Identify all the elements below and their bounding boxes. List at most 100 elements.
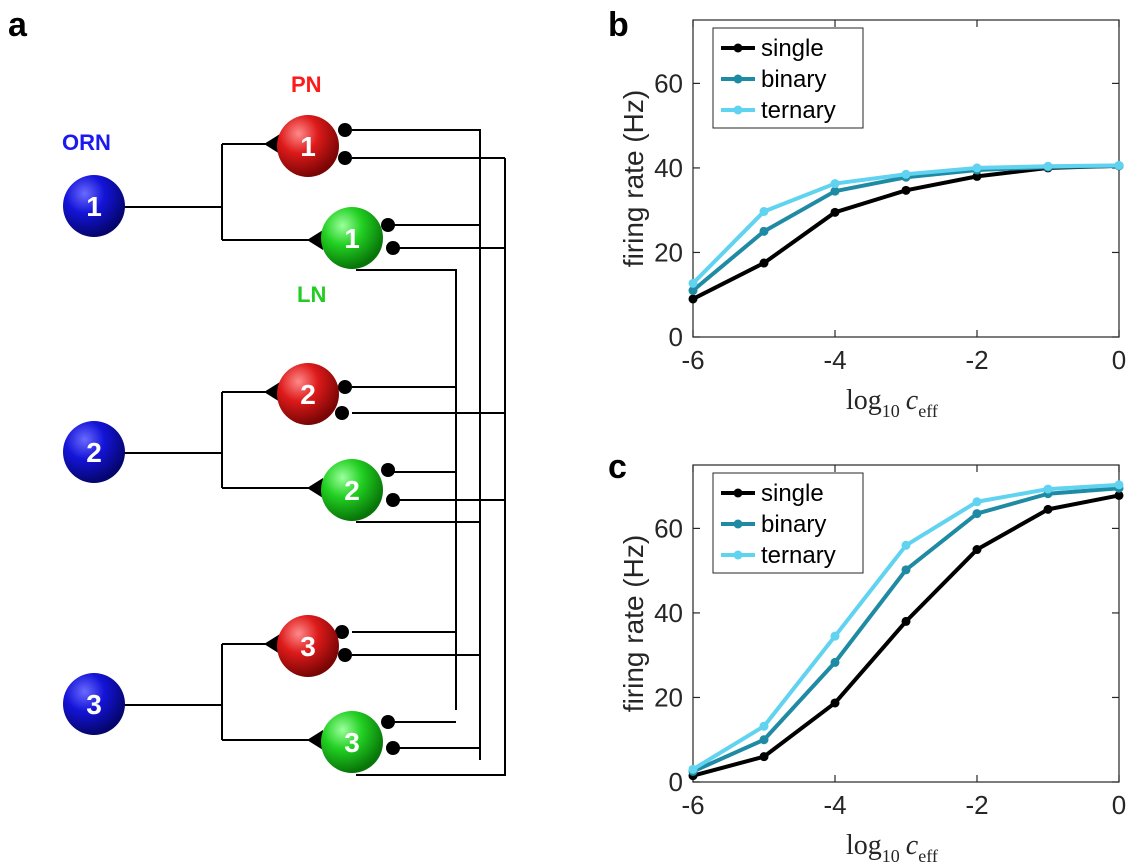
- data-point-single: [972, 171, 982, 181]
- data-point-ternary: [1114, 480, 1124, 490]
- data-point-binary: [901, 565, 911, 575]
- legend-label-single: single: [761, 35, 824, 62]
- legend-marker-single: [733, 43, 743, 53]
- data-point-ternary: [972, 497, 982, 507]
- data-point-binary: [830, 186, 840, 196]
- orn-neuron-2: 2: [63, 421, 125, 483]
- pn-label: PN: [291, 72, 322, 97]
- x-tick-label: -6: [681, 790, 704, 820]
- x-axis-label: log10 ceff: [846, 385, 938, 421]
- legend-marker-ternary: [733, 550, 743, 560]
- series-line-single: [692, 163, 1120, 301]
- data-point-ternary: [901, 540, 911, 550]
- pn-number-3: 3: [300, 631, 316, 662]
- orn-label: ORN: [62, 130, 111, 155]
- legend-label-single: single: [761, 480, 824, 507]
- ln-neuron-1: 1: [321, 207, 383, 269]
- pn-number-2: 2: [300, 379, 316, 410]
- data-point-ternary: [759, 721, 769, 731]
- y-tick-label: 40: [654, 598, 683, 628]
- data-point-binary: [759, 226, 769, 236]
- x-tick-label: 0: [1112, 790, 1126, 820]
- y-tick-label: 40: [654, 153, 683, 183]
- inhibitory-synapses: [335, 123, 400, 755]
- data-point-single: [1043, 504, 1053, 514]
- data-point-binary: [688, 286, 698, 296]
- legend-marker-binary: [733, 519, 743, 529]
- y-tick-label: 0: [669, 322, 683, 352]
- orn-number-1: 1: [86, 191, 102, 222]
- y-tick-label: 60: [654, 513, 683, 543]
- orn-neuron-3: 3: [63, 673, 125, 735]
- data-point-binary: [972, 509, 982, 519]
- chart-b: 0 20 40 60 -6 -4 -2 0 firing rate (Hz) log10 ceff s…: [618, 19, 1126, 421]
- data-point-single: [759, 258, 769, 268]
- ln-number-3: 3: [344, 727, 360, 758]
- panel-letter-a: a: [8, 6, 28, 44]
- data-point-ternary: [1043, 484, 1053, 494]
- y-tick-label: 20: [654, 682, 683, 712]
- orn-number-2: 2: [86, 437, 102, 468]
- y-axis-label: firing rate (Hz): [618, 535, 649, 712]
- data-point-single: [830, 207, 840, 217]
- data-point-single: [688, 294, 698, 304]
- data-point-ternary: [830, 179, 840, 189]
- pn-neuron-3: 3: [277, 615, 339, 677]
- ln-number-2: 2: [344, 475, 360, 506]
- ln-neuron-2: 2: [321, 459, 383, 521]
- data-point-ternary: [1114, 160, 1124, 170]
- data-point-ternary: [901, 169, 911, 179]
- circuit-wiring: [124, 129, 506, 776]
- data-point-ternary: [688, 764, 698, 774]
- ln-label: LN: [297, 282, 326, 307]
- legend-marker-binary: [733, 74, 743, 84]
- y-tick-label: 60: [654, 68, 683, 98]
- x-tick-label: -2: [965, 790, 988, 820]
- data-point-binary: [830, 657, 840, 667]
- x-axis-label: log10 ceff: [846, 830, 938, 866]
- data-point-binary: [759, 735, 769, 745]
- panel-b: b 0 20 40 60 -6 -4 -2 0 firing rate (Hz) log10 cef…: [608, 6, 1126, 421]
- x-tick-label: -4: [823, 345, 846, 375]
- data-point-ternary: [830, 631, 840, 641]
- legend-label-binary: binary: [761, 66, 826, 93]
- plot-frame: [692, 19, 1120, 338]
- excitatory-synapses: [264, 134, 323, 750]
- data-point-ternary: [1043, 161, 1053, 171]
- data-point-single: [901, 185, 911, 195]
- pn-neuron-2: 2: [277, 363, 339, 425]
- panel-c: c 0 20 40 60 -6 -4 -2 0 firing rate (Hz) log10 cef…: [608, 448, 1126, 866]
- data-point-single: [901, 616, 911, 626]
- data-point-ternary: [972, 163, 982, 173]
- data-point-single: [972, 545, 982, 555]
- chart-c: 0 20 40 60 -6 -4 -2 0 firing rate (Hz) log10 ceff s…: [618, 464, 1126, 866]
- orn-number-3: 3: [86, 689, 102, 720]
- data-point-single: [830, 698, 840, 708]
- y-tick-label: 0: [669, 767, 683, 797]
- pn-number-1: 1: [300, 131, 316, 162]
- data-point-ternary: [759, 206, 769, 216]
- legend-label-ternary: ternary: [761, 97, 836, 124]
- x-tick-label: -6: [681, 345, 704, 375]
- data-point-single: [1114, 490, 1124, 500]
- panel-letter-c: c: [608, 448, 627, 486]
- data-point-ternary: [688, 278, 698, 288]
- x-tick-label: -4: [823, 790, 846, 820]
- pn-neuron-1: 1: [277, 115, 339, 177]
- legend-label-ternary: ternary: [761, 542, 836, 569]
- x-tick-label: -2: [965, 345, 988, 375]
- y-tick-label: 20: [654, 237, 683, 267]
- plot-frame: [692, 464, 1120, 783]
- legend-label-binary: binary: [761, 511, 826, 538]
- y-axis-label: firing rate (Hz): [618, 90, 649, 267]
- x-tick-label: 0: [1112, 345, 1126, 375]
- orn-neuron-1: 1: [63, 175, 125, 237]
- ln-neuron-3: 3: [321, 711, 383, 773]
- panel-letter-b: b: [608, 6, 629, 44]
- legend-marker-single: [733, 488, 743, 498]
- legend-marker-ternary: [733, 105, 743, 115]
- ln-number-1: 1: [344, 223, 360, 254]
- series-line-binary: [691, 163, 1120, 293]
- data-point-single: [759, 752, 769, 762]
